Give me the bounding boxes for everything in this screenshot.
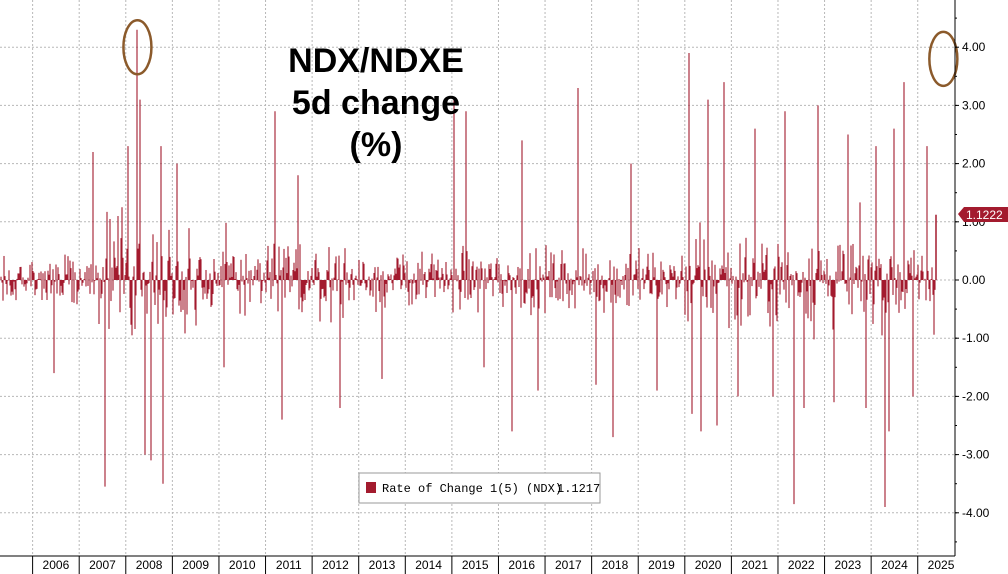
x-tick-label: 2007 [89,558,116,572]
bar-series [0,29,937,507]
x-tick-label: 2019 [648,558,675,572]
y-tick-label: 0.00 [962,273,986,287]
legend-swatch [366,482,376,493]
x-tick-label: 2023 [835,558,862,572]
y-tick-label: 2.00 [962,157,986,171]
x-tick-label: 2016 [508,558,535,572]
last-value-tag: 1.1222 [958,207,1008,222]
x-tick-label: 2021 [741,558,768,572]
x-tick-label: 2012 [322,558,349,572]
x-tick-label: 2018 [602,558,629,572]
x-tick-label: 2010 [229,558,256,572]
x-tick-label: 2017 [555,558,582,572]
annotation-circle [928,30,959,88]
chart-title-line-3: (%) [350,126,403,164]
x-tick-label: 2006 [43,558,70,572]
legend-series-name: Rate of Change 1(5) (NDX) [382,482,562,496]
legend: Rate of Change 1(5) (NDX) 1.1217 [358,472,601,504]
chart-title-line-2: 5d change [292,84,460,122]
last-value-tag-text: 1.1222 [966,208,1003,222]
annotation-circles [122,18,959,88]
annotation-circle [122,18,153,76]
y-tick-label: -1.00 [962,331,990,345]
y-tick-label: -2.00 [962,389,990,403]
y-tick-label: -4.00 [962,506,990,520]
x-tick-label: 2011 [276,558,302,572]
y-tick-label: 3.00 [962,98,986,112]
chart-title-line-1: NDX/NDXE [288,42,464,80]
x-tick-label: 2013 [369,558,396,572]
x-tick-label: 2008 [136,558,163,572]
x-tick-label: 2024 [881,558,908,572]
x-tick-label: 2014 [415,558,442,572]
x-tick-label: 2009 [182,558,209,572]
y-tick-label: 4.00 [962,40,986,54]
x-tick-label: 2015 [462,558,489,572]
x-tick-label: 2025 [928,558,955,572]
x-tick-label: 2020 [695,558,722,572]
y-tick-label: -3.00 [962,448,990,462]
x-tick-label: 2022 [788,558,815,572]
legend-last-value: 1.1217 [557,482,600,496]
